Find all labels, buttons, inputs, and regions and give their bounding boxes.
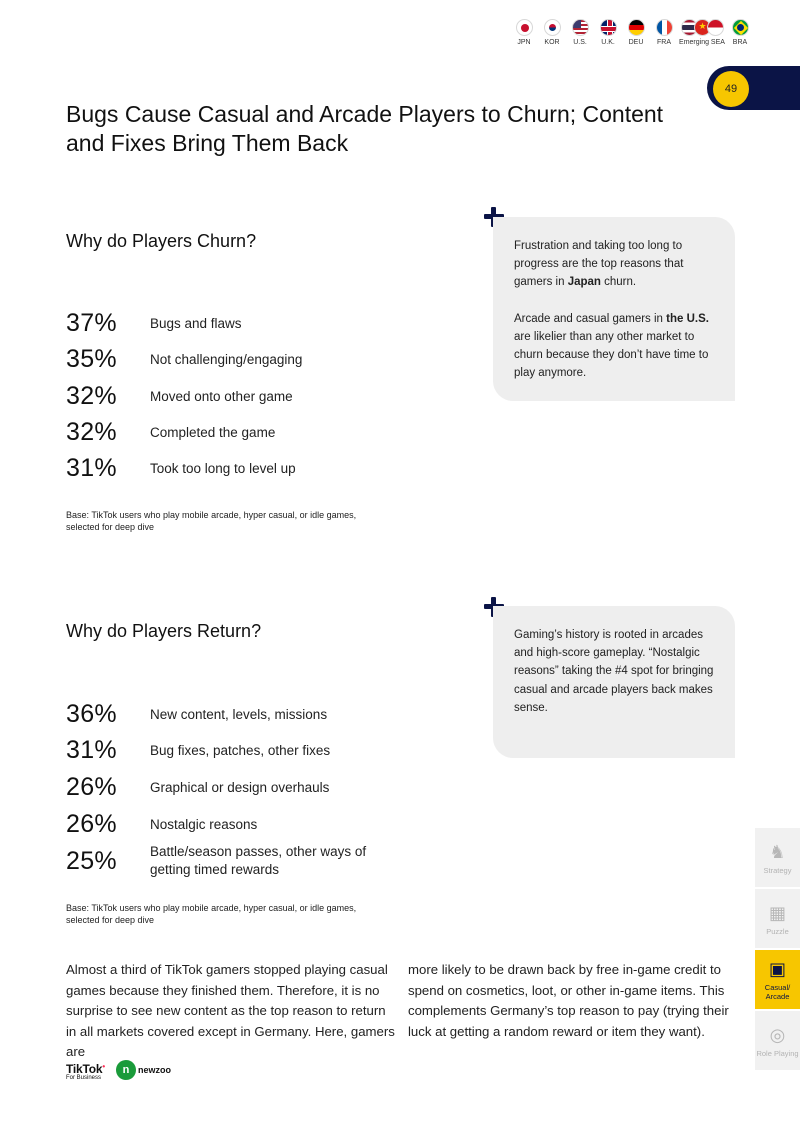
nav-label: Strategy xyxy=(763,865,792,875)
flag-label: BRA xyxy=(732,39,748,46)
stat-row: 26% Nostalgic reasons xyxy=(66,810,426,839)
stat-label: Not challenging/engaging xyxy=(150,351,303,367)
churn-base-note: Base: TikTok users who play mobile arcad… xyxy=(66,510,357,532)
return-heading: Why do Players Return? xyxy=(66,621,262,641)
chess-knight-icon: ♞ xyxy=(769,841,786,862)
stat-row: 36% New content, levels, missions xyxy=(66,700,426,729)
stat-row: 31% Bug fixes, patches, other fixes xyxy=(66,736,426,765)
nav-label: Role Playing xyxy=(756,1048,799,1058)
stat-label: Graphical or design overhauls xyxy=(150,779,330,795)
stat-label: New content, levels, missions xyxy=(150,706,328,722)
nav-item-role-playing[interactable]: ◎ Role Playing xyxy=(755,1011,800,1071)
stat-row: 32% Completed the game xyxy=(66,418,426,447)
flag-kor[interactable]: KOR xyxy=(539,18,565,46)
brazil-flag-icon xyxy=(731,18,749,36)
flag-jpn[interactable]: JPN xyxy=(511,18,537,46)
flag-fra[interactable]: FRA xyxy=(651,18,677,46)
flag-bra[interactable]: BRA xyxy=(727,18,753,46)
stat-row: 31% Took too long to level up xyxy=(66,454,426,483)
arcade-icon: ▣ xyxy=(768,959,786,979)
flag-label: Emerging SEA xyxy=(679,39,725,46)
flag-us[interactable]: U.S. xyxy=(567,18,593,46)
stat-label: Bugs and flaws xyxy=(150,315,242,331)
stat-percent: 26% xyxy=(66,810,117,838)
germany-flag-icon xyxy=(627,18,645,36)
newzoo-brand: newzoo xyxy=(138,1065,171,1075)
tiktok-for-business-logo: TikTok• For Business xyxy=(66,1062,105,1081)
stat-label: Nostalgic reasons xyxy=(150,816,258,832)
newzoo-mark-icon: n xyxy=(116,1060,136,1080)
sea-flags-icon xyxy=(680,18,724,36)
stat-percent: 31% xyxy=(66,454,117,482)
korea-flag-icon xyxy=(543,18,561,36)
stat-percent: 32% xyxy=(66,418,117,446)
genre-side-nav: ♞ Strategy ▦ Puzzle ▣ Casual/ Arcade ◎ R… xyxy=(755,828,800,1071)
stat-label: Took too long to level up xyxy=(150,460,296,476)
role-playing-icon: ◎ xyxy=(769,1024,786,1045)
nav-label: Casual/ Arcade xyxy=(764,983,791,1001)
nav-item-strategy[interactable]: ♞ Strategy xyxy=(755,828,800,888)
churn-callout: Frustration and taking too long to progr… xyxy=(493,217,735,401)
stat-percent: 25% xyxy=(66,846,117,875)
tiktok-sub: For Business xyxy=(66,1075,102,1081)
flag-label: KOR xyxy=(544,39,560,46)
nav-item-casual-arcade[interactable]: ▣ Casual/ Arcade xyxy=(755,950,800,1010)
return-base-note: Base: TikTok users who play mobile arcad… xyxy=(66,903,357,925)
callout-bold: the U.S. xyxy=(666,312,709,325)
stat-label: Battle/season passes, other ways of gett… xyxy=(150,844,367,877)
page-title: Bugs Cause Casual and Arcade Players to … xyxy=(66,101,664,156)
puzzle-grid-icon: ▦ xyxy=(768,902,786,923)
stat-percent: 35% xyxy=(66,345,117,373)
stat-row: 25% Battle/season passes, other ways of … xyxy=(66,843,426,879)
stat-percent: 32% xyxy=(66,382,117,410)
body-column-2: more likely to be drawn back by free in-… xyxy=(408,962,729,1039)
stat-label: Completed the game xyxy=(150,424,276,440)
flag-label: U.K. xyxy=(601,39,615,46)
callout-text: are likelier than any other market to ch… xyxy=(514,330,709,380)
stat-percent: 37% xyxy=(66,309,117,337)
uk-flag-icon xyxy=(599,18,617,36)
stat-row: 37% Bugs and flaws xyxy=(66,309,426,338)
tiktok-brand: TikTok xyxy=(66,1062,103,1076)
flag-deu[interactable]: DEU xyxy=(623,18,649,46)
stat-percent: 36% xyxy=(66,700,117,728)
stat-label: Bug fixes, patches, other fixes xyxy=(150,742,331,758)
nav-item-puzzle[interactable]: ▦ Puzzle xyxy=(755,889,800,949)
callout-bold: Japan xyxy=(567,276,601,289)
stat-percent: 31% xyxy=(66,736,117,764)
nav-label: Puzzle xyxy=(766,926,789,936)
flag-label: DEU xyxy=(628,39,644,46)
stat-row: 32% Moved onto other game xyxy=(66,382,426,411)
flag-uk[interactable]: U.K. xyxy=(595,18,621,46)
callout-text: churn. xyxy=(600,276,637,289)
stat-row: 26% Graphical or design overhauls xyxy=(66,773,426,802)
page-number: 49 xyxy=(713,71,749,107)
market-flags: JPN KOR U.S. U.K. DEU FRA Emerging SEA B… xyxy=(511,18,753,46)
stat-label: Moved onto other game xyxy=(150,388,293,404)
flag-label: U.S. xyxy=(573,39,587,46)
return-callout: Gaming’s history is rooted in arcades an… xyxy=(493,606,735,758)
japan-flag-icon xyxy=(515,18,533,36)
callout-text: Frustration and taking too long to progr… xyxy=(514,240,684,289)
flag-label: FRA xyxy=(657,39,671,46)
churn-heading: Why do Players Churn? xyxy=(66,231,257,251)
callout-text: Gaming’s history is rooted in arcades an… xyxy=(514,629,714,714)
stat-row: 35% Not challenging/engaging xyxy=(66,345,426,374)
france-flag-icon xyxy=(655,18,673,36)
newzoo-logo: n newzoo xyxy=(116,1060,171,1080)
stat-percent: 26% xyxy=(66,773,117,801)
body-column-1: Almost a third of TikTok gamers stopped … xyxy=(66,962,395,1059)
us-flag-icon xyxy=(571,18,589,36)
flag-label: JPN xyxy=(517,39,531,46)
callout-text: Arcade and casual gamers in xyxy=(514,312,667,325)
flag-sea[interactable]: Emerging SEA xyxy=(679,18,725,46)
